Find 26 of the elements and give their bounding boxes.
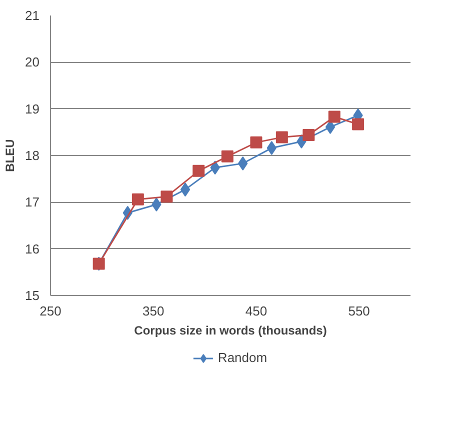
point [352,118,364,130]
y-tick-label: 21 [25,8,40,23]
x-tick-label: 250 [40,304,62,318]
point [132,193,144,206]
x-tick-label: 350 [142,304,164,318]
point [160,190,173,203]
y-tick-label: 18 [25,148,40,163]
point [152,198,162,212]
y-tick-label: 17 [25,194,40,210]
y-tick-label: 15 [25,288,40,303]
point [302,128,315,141]
y-axis-title: BLEU [3,139,18,172]
point [180,182,190,197]
point [328,110,340,123]
legend-label: Random [218,350,268,365]
x-tick-label: 550 [348,304,370,318]
y-tick-label: 19 [25,101,40,116]
x-axis-title: Corpus size in words (thousands) [134,324,327,338]
point [221,150,234,162]
y-tick-label: 16 [25,241,40,256]
point [276,131,288,144]
x-tick-label: 450 [245,304,268,318]
point [325,120,336,134]
y-tick-label: 20 [25,54,40,70]
point [192,164,205,177]
point [250,136,262,148]
